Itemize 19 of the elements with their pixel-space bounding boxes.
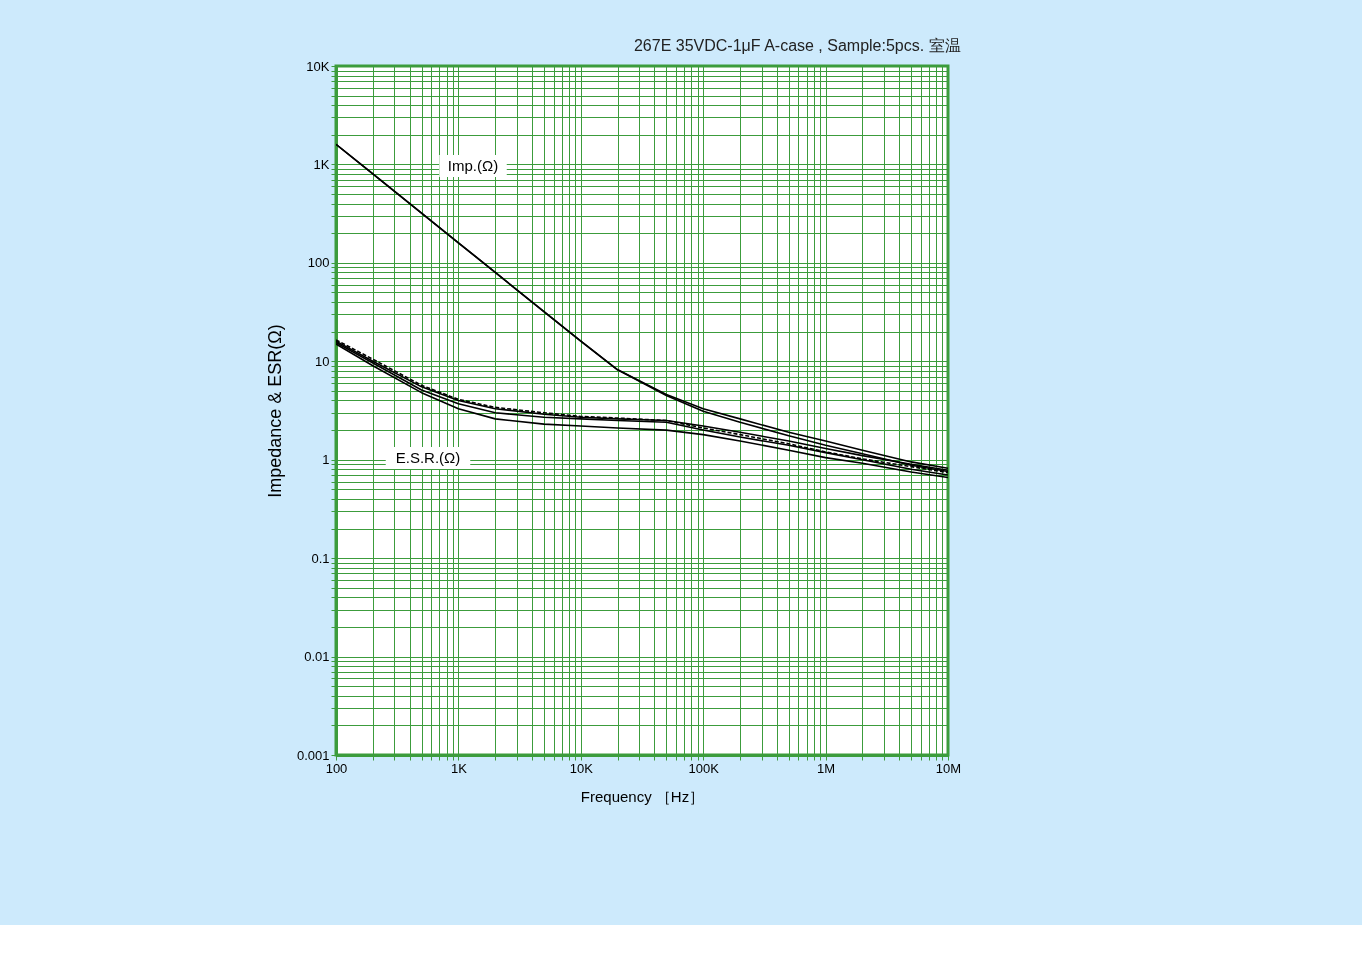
- annotation: E.S.R.(Ω): [395, 449, 461, 466]
- x-tick-label: 10K: [569, 760, 594, 776]
- y-tick-label: 10K: [306, 58, 330, 74]
- y-tick-label: 0.01: [304, 649, 330, 665]
- y-tick-label: 1K: [313, 156, 330, 172]
- y-tick-label: 1: [322, 452, 330, 468]
- chart-title: 267E 35VDC-1μF A-case , Sample:5pcs. 室温: [633, 37, 961, 54]
- x-tick-label: 1M: [817, 760, 836, 776]
- y-tick-label: 10: [315, 353, 330, 369]
- annotation: Imp.(Ω): [447, 157, 499, 174]
- x-tick-label: 1K: [450, 760, 468, 776]
- x-tick-label: 100: [325, 760, 348, 776]
- y-tick-label: 0.001: [296, 747, 330, 763]
- y-tick-label: 100: [307, 255, 330, 271]
- y-tick-label: 0.1: [311, 550, 330, 566]
- x-axis-title: Frequency ［Hz］: [580, 787, 705, 805]
- x-tick-label: 100K: [688, 760, 720, 776]
- x-tick-label: 10M: [935, 760, 962, 776]
- y-axis-title: Impedance & ESR(Ω): [264, 324, 285, 498]
